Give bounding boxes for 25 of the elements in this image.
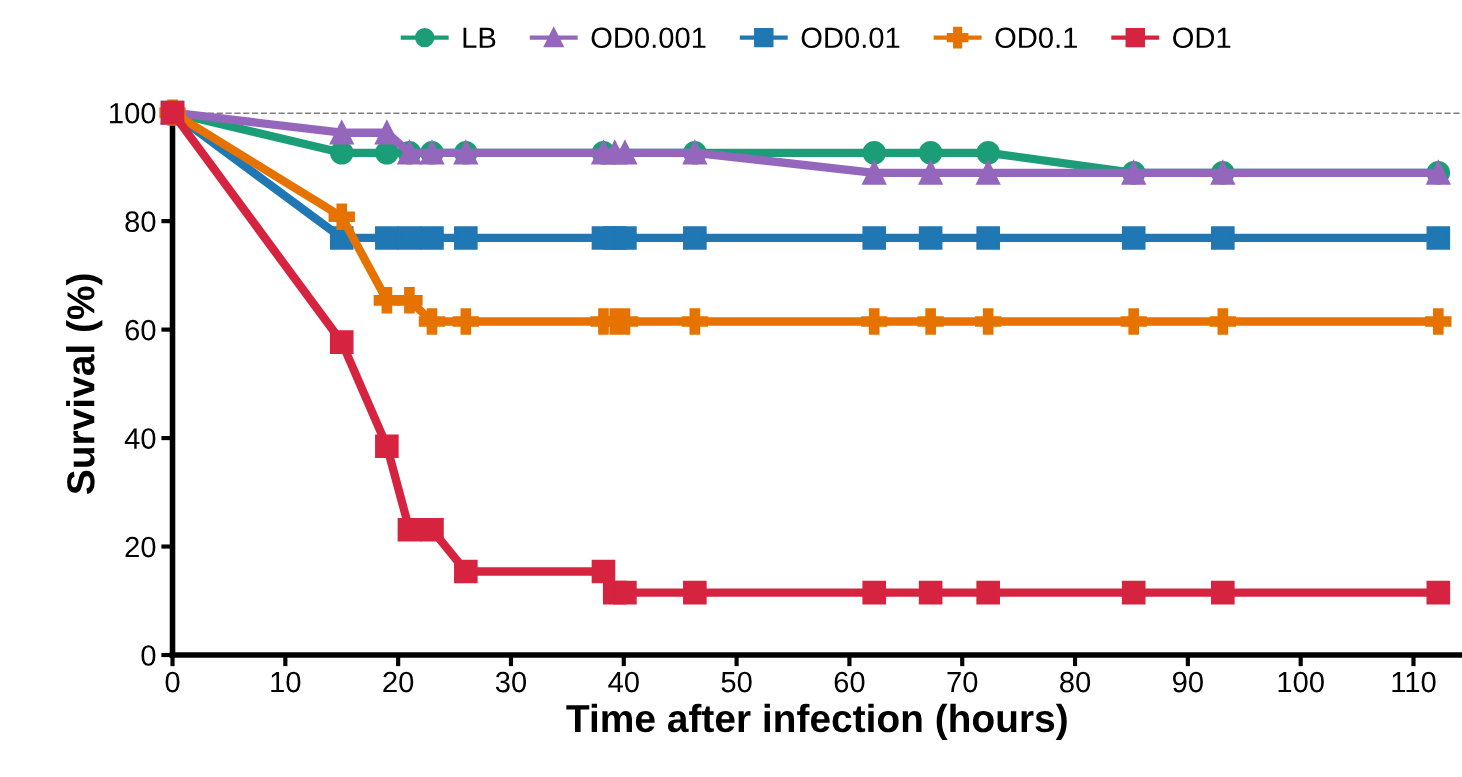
y-tick-label: 40 (124, 428, 156, 449)
y-tick-label: 20 (125, 536, 156, 558)
x-tick-label: 10 (271, 671, 301, 693)
y-tick-label: 0 (141, 645, 156, 666)
x-tick-label: 0 (165, 671, 180, 693)
x-tick-label: 50 (721, 671, 752, 693)
x-tick-label: 100 (1278, 671, 1324, 693)
legend-label: LB (463, 27, 496, 48)
y-tick-label: 100 (110, 102, 156, 124)
legend-label: OD0.1 (995, 27, 1077, 49)
legend-label: OD0.001 (591, 27, 706, 49)
x-tick-label: 30 (495, 671, 527, 693)
y-axis-title: Survival (%) (66, 274, 103, 495)
legend-label: OD0.01 (801, 27, 900, 49)
y-tick-label: 80 (125, 211, 156, 232)
x-tick-label: 110 (1392, 671, 1436, 693)
x-tick-label: 70 (947, 671, 978, 693)
x-tick-label: 80 (1060, 671, 1091, 693)
x-tick-label: 40 (608, 671, 639, 693)
x-tick-label: 20 (383, 671, 414, 693)
x-tick-label: 90 (1173, 671, 1203, 693)
x-axis-title: Time after infection (hours) (566, 703, 1067, 740)
legend-label: OD1 (1173, 27, 1231, 49)
y-tick-label: 60 (125, 319, 156, 341)
x-tick-label: 60 (834, 671, 865, 693)
